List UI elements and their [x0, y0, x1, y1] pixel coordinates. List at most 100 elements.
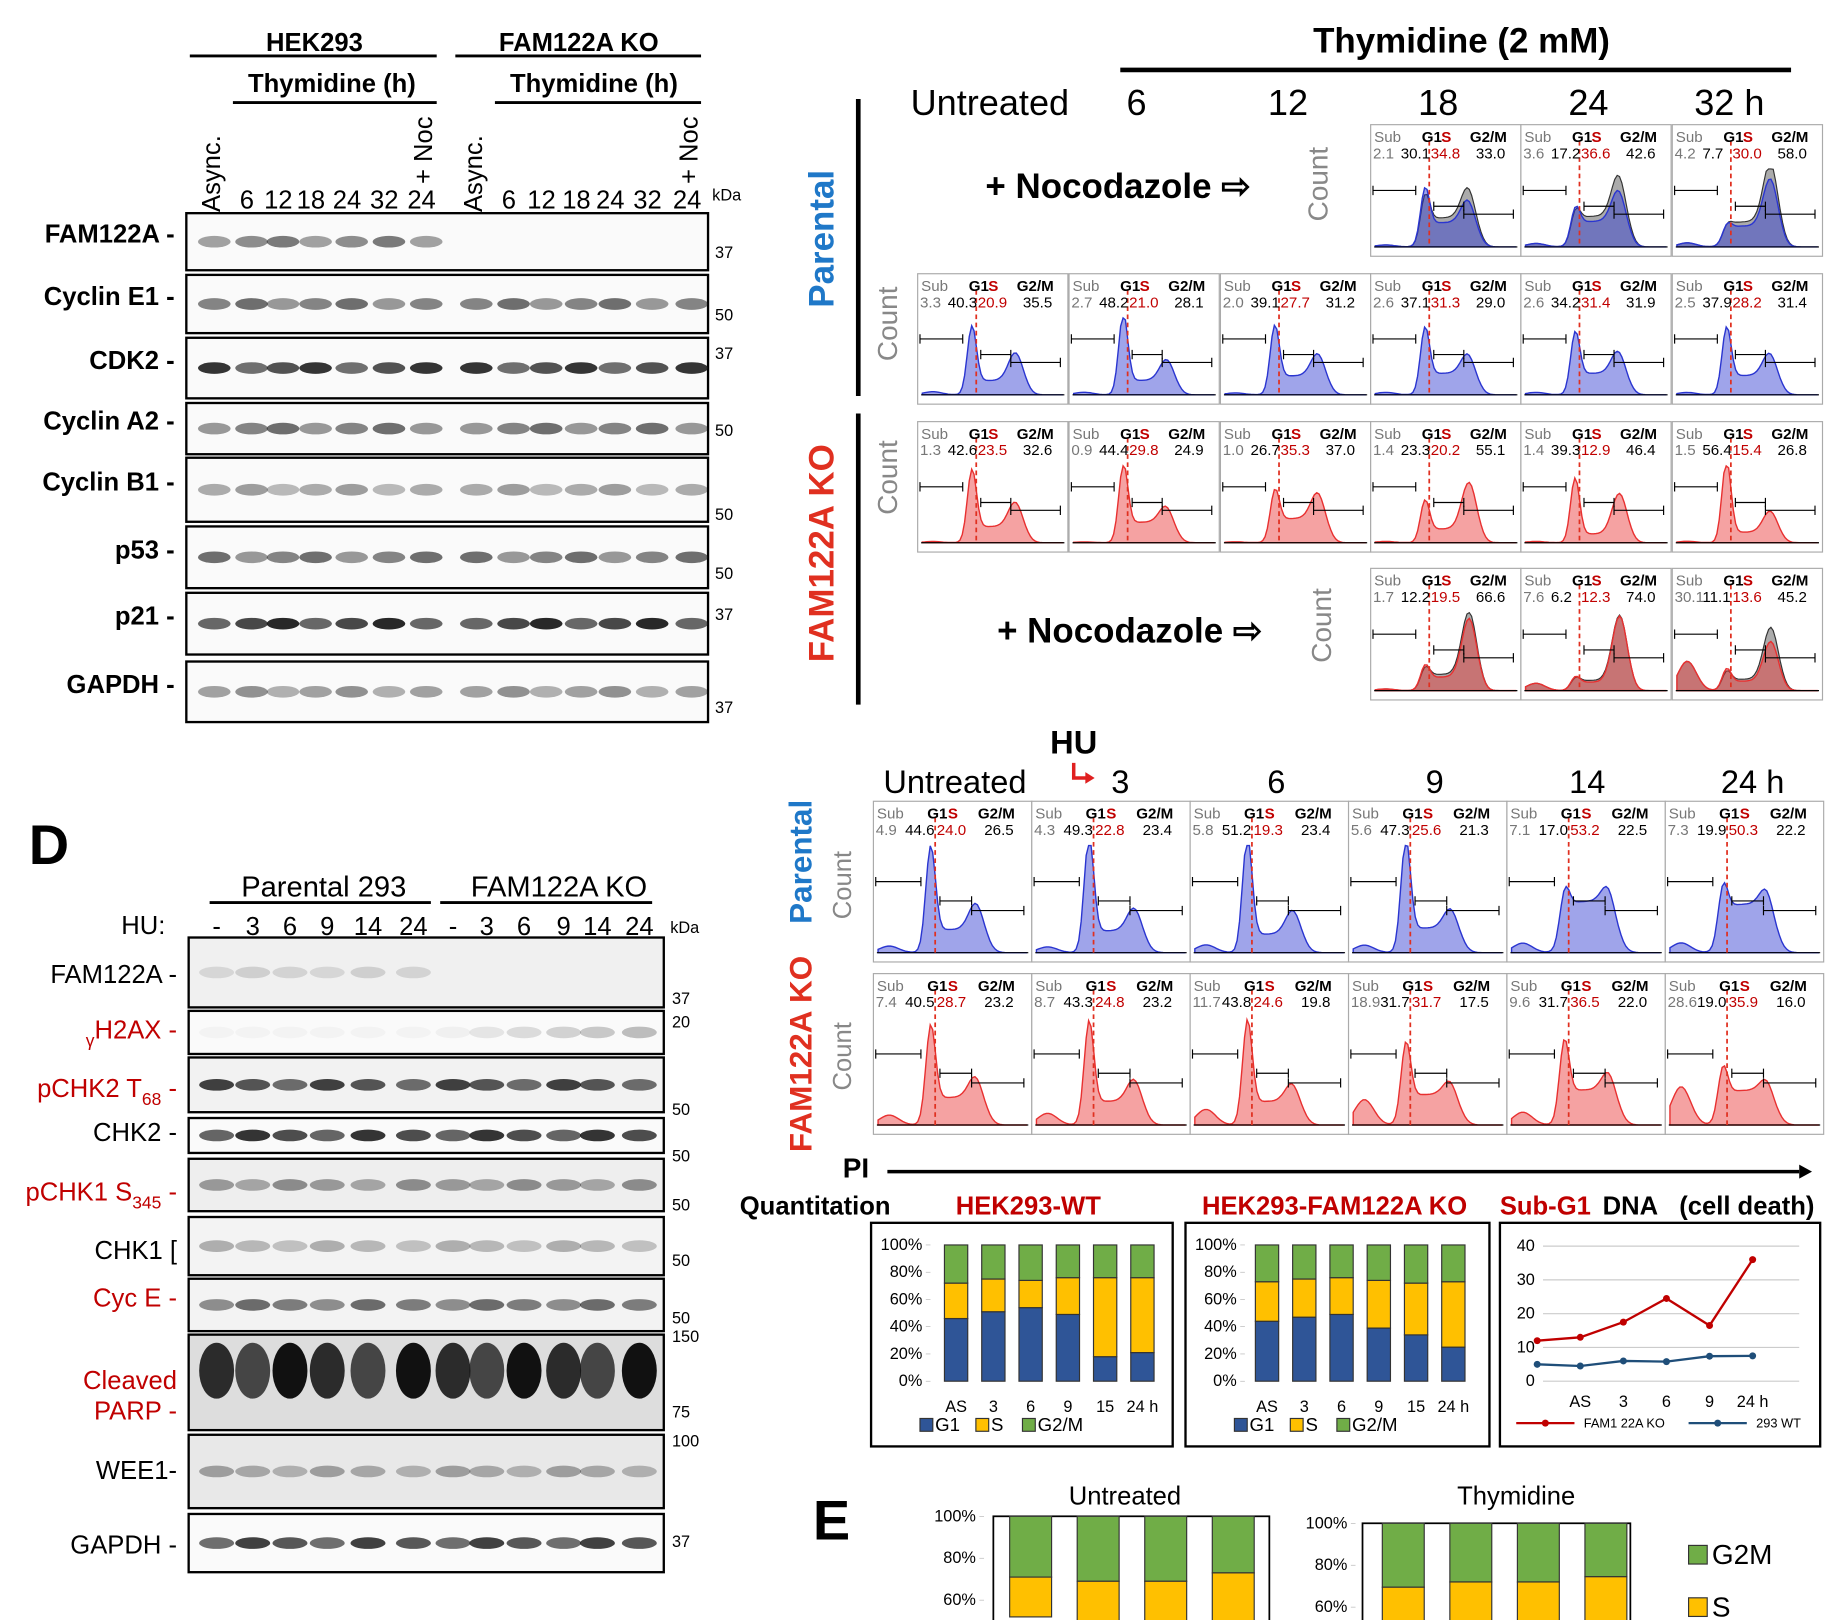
band — [635, 551, 669, 564]
lane-label: + Noc — [410, 116, 438, 184]
band — [235, 1299, 271, 1311]
histogram — [1219, 421, 1372, 553]
band — [506, 1079, 542, 1091]
bar-segment — [1055, 1277, 1081, 1316]
band — [372, 298, 406, 310]
gate-label: S — [1265, 978, 1275, 995]
y-tick-label: 60% — [1315, 1598, 1348, 1616]
label-part: PARP - — [94, 1397, 177, 1425]
lane-label: + Noc — [675, 116, 703, 184]
band — [564, 362, 598, 374]
gate-value: 1.3 — [920, 442, 941, 459]
gate-value: 24.9 — [1174, 442, 1203, 459]
gate-value: 13.6 — [1732, 589, 1761, 606]
gate — [1433, 349, 1465, 360]
gate-label: S — [1291, 278, 1301, 295]
gate — [1764, 505, 1816, 515]
gate — [1613, 209, 1665, 219]
gate — [1463, 653, 1514, 663]
band — [309, 1079, 345, 1091]
count-label: Count — [872, 286, 903, 361]
point — [1533, 1337, 1541, 1345]
gate-label: S — [948, 978, 958, 995]
band — [675, 483, 709, 496]
gate — [1734, 349, 1767, 360]
gate-label: G2/M — [1295, 978, 1332, 995]
x-tick-label: 24 h — [1437, 1398, 1469, 1416]
timepoint: 24 — [1568, 82, 1608, 123]
band — [435, 1129, 471, 1142]
label-part: γ — [86, 1031, 95, 1051]
gate — [1522, 185, 1567, 196]
timepoint: Untreated — [911, 82, 1070, 123]
gate-value: 19.8 — [1301, 994, 1330, 1011]
x-tick-label: 15 — [1407, 1398, 1425, 1416]
band — [395, 1240, 431, 1252]
y-tick-label: 80% — [890, 1263, 923, 1281]
gate-label: Sub — [877, 978, 904, 995]
bar-segment — [1292, 1316, 1317, 1382]
band — [635, 362, 669, 374]
band — [564, 422, 598, 435]
y-tick-label: 80% — [943, 1549, 976, 1567]
bar-segment — [1076, 1580, 1120, 1620]
protein-label: pCHK2 T68 - — [37, 1075, 177, 1109]
hu-label: HU — [1050, 723, 1097, 760]
lane-label: 6 — [502, 186, 516, 214]
legend-label: G2M — [1712, 1539, 1773, 1570]
label-part: CHK1 [ — [94, 1237, 177, 1265]
band — [409, 483, 443, 496]
band — [309, 1342, 345, 1399]
gate-value: 32.6 — [1023, 442, 1052, 459]
gate-value: 43.8 — [1222, 994, 1251, 1011]
histogram — [1506, 800, 1666, 963]
gate-label: G2/M — [1453, 806, 1490, 823]
timepoint: 18 — [1418, 82, 1458, 123]
band — [675, 551, 709, 564]
gate — [1674, 482, 1718, 492]
gate-label: S — [1140, 426, 1150, 443]
bar-segment — [1366, 1244, 1392, 1281]
gate — [1010, 357, 1061, 368]
y-tick-label: 80% — [1315, 1556, 1348, 1574]
gate-label: G1 — [1422, 573, 1442, 590]
band — [529, 617, 563, 630]
kda-marker: 50 — [672, 1309, 690, 1327]
gate-value: 23.4 — [1301, 822, 1330, 839]
gate — [1572, 896, 1606, 906]
band — [459, 422, 493, 435]
histogram — [1664, 973, 1825, 1135]
plot-frame — [1361, 1522, 1632, 1620]
histogram — [1031, 973, 1191, 1135]
gate-label: Sub — [1676, 278, 1703, 295]
gate-label: G2/M — [1470, 129, 1507, 146]
band — [635, 685, 669, 698]
band — [351, 1027, 386, 1039]
band — [621, 1342, 657, 1399]
band — [272, 1537, 308, 1549]
band — [435, 1537, 471, 1549]
plot-frame — [992, 1515, 1271, 1620]
histogram — [1370, 124, 1522, 257]
gate-value: 12.2 — [1401, 589, 1430, 606]
gate — [1256, 1068, 1289, 1078]
gate — [1256, 896, 1289, 906]
band — [546, 1129, 582, 1142]
gate — [939, 896, 973, 906]
histogram — [872, 973, 1033, 1135]
band — [546, 1079, 582, 1091]
band — [272, 1342, 308, 1399]
gate-label: Sub — [1669, 806, 1696, 823]
blot-strip — [187, 1157, 665, 1213]
band — [235, 483, 268, 496]
gate-label: G1 — [1572, 573, 1592, 590]
gate-value: 2.6 — [1373, 294, 1394, 311]
band — [309, 1299, 345, 1311]
gate-value: 34.2 — [1551, 294, 1580, 311]
gate-value: 22.8 — [1095, 822, 1124, 839]
gate — [1010, 505, 1061, 515]
gate-value: 1.4 — [1523, 442, 1544, 459]
x-tick-label: 9 — [1705, 1393, 1714, 1411]
band — [335, 551, 368, 564]
